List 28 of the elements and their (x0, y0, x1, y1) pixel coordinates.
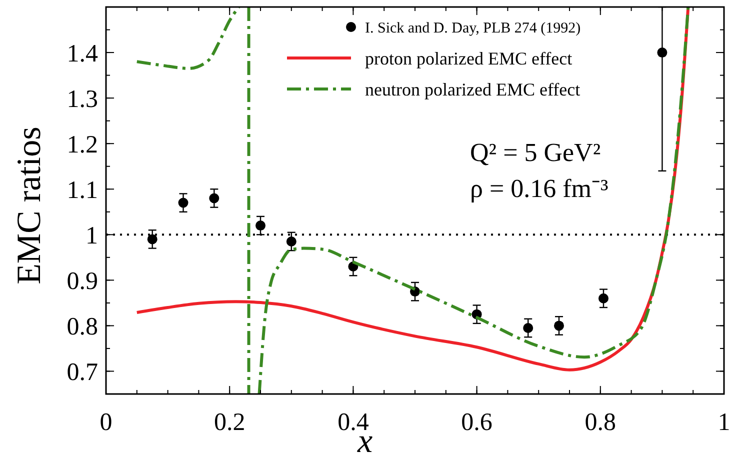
y-axis-title: EMC ratios (11, 126, 48, 284)
x-tick-label: 0.8 (584, 409, 616, 436)
legend-label: neutron polarized EMC effect (365, 79, 580, 100)
y-tick-label: 1.4 (66, 40, 98, 68)
y-tick-label: 0.7 (66, 358, 98, 386)
legend-label: proton polarized EMC effect (365, 48, 572, 68)
point (147, 234, 158, 244)
y-tick-label: 1.2 (66, 131, 98, 158)
x-tick-label: 0.6 (461, 409, 492, 436)
y-tick-label: 1.3 (66, 86, 98, 113)
y-tick-label: 1 (86, 222, 98, 250)
point (598, 293, 608, 304)
x-tick-label: 0.2 (214, 409, 246, 436)
point (657, 48, 668, 58)
y-tick-label: 0.9 (66, 268, 98, 295)
annotation: Q² = 5 GeV² (470, 138, 601, 167)
legend-label: I. Sick and D. Day, PLB 274 (1992) (365, 20, 581, 36)
point (554, 320, 564, 331)
point (286, 236, 296, 246)
point (256, 220, 266, 231)
annotation: ρ = 0.16 fm⁻³ (470, 174, 609, 203)
x-tick-label: 1 (718, 409, 730, 436)
y-tick-label: 1.1 (66, 176, 98, 204)
x-tick-label: 0 (100, 409, 112, 436)
y-tick-label: 0.8 (66, 313, 98, 340)
point (523, 322, 534, 333)
point (178, 198, 188, 208)
point (209, 193, 220, 204)
